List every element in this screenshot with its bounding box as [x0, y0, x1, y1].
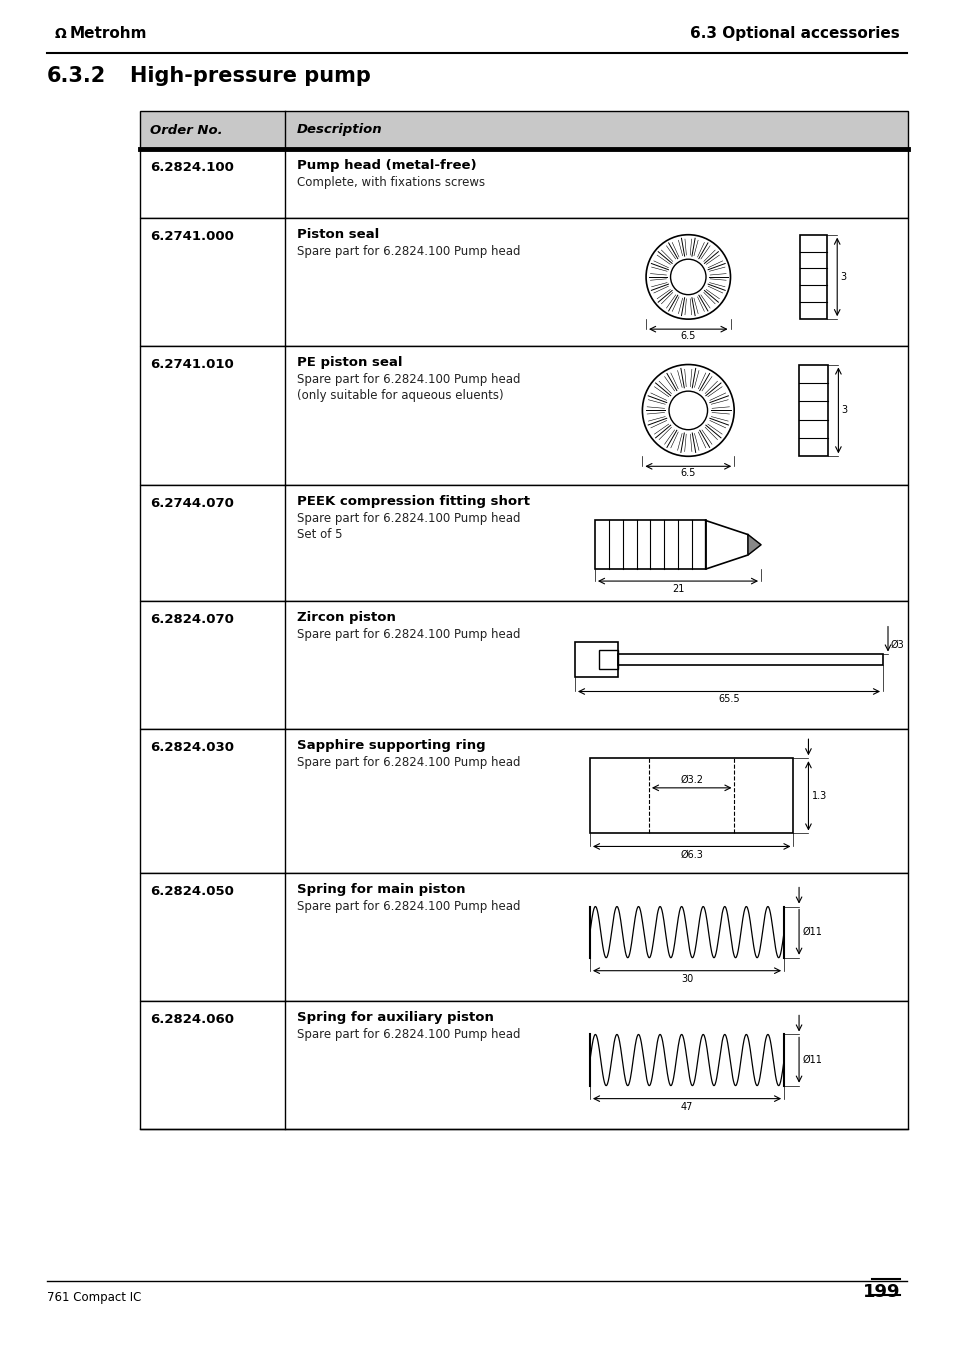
Bar	[140, 346, 907, 485]
Text: Zircon piston: Zircon piston	[296, 611, 395, 624]
Text: Pump head (metal-free): Pump head (metal-free)	[296, 159, 476, 172]
Text: 6.2824.070: 6.2824.070	[150, 612, 233, 626]
Text: Spare part for 6.2824.100 Pump head: Spare part for 6.2824.100 Pump head	[296, 755, 520, 769]
Bar	[799, 235, 826, 319]
Text: 6.2741.000: 6.2741.000	[150, 230, 233, 243]
Bar	[140, 218, 907, 346]
Text: 3: 3	[841, 405, 846, 415]
Bar	[595, 520, 705, 569]
Circle shape	[670, 259, 705, 295]
Text: 199: 199	[862, 1283, 899, 1301]
Text: 6.2824.060: 6.2824.060	[150, 1013, 233, 1025]
Polygon shape	[747, 535, 760, 555]
Text: Spare part for 6.2824.100 Pump head: Spare part for 6.2824.100 Pump head	[296, 373, 520, 386]
Text: 6.2824.030: 6.2824.030	[150, 740, 233, 754]
Text: Piston seal: Piston seal	[296, 228, 379, 240]
Text: 6.2824.050: 6.2824.050	[150, 885, 233, 898]
Bar	[140, 149, 907, 218]
Text: Spare part for 6.2824.100 Pump head: Spare part for 6.2824.100 Pump head	[296, 1028, 520, 1042]
Bar	[140, 873, 907, 1001]
Text: Metrohm: Metrohm	[70, 26, 148, 41]
Text: Order No.: Order No.	[150, 123, 222, 136]
Text: Spare part for 6.2824.100 Pump head: Spare part for 6.2824.100 Pump head	[296, 628, 520, 640]
Text: 761 Compact IC: 761 Compact IC	[47, 1292, 141, 1304]
Text: Ø11: Ø11	[802, 1055, 822, 1065]
Text: Spare part for 6.2824.100 Pump head: Spare part for 6.2824.100 Pump head	[296, 245, 520, 258]
Text: Ø3: Ø3	[890, 639, 903, 650]
Text: 6.5: 6.5	[679, 331, 696, 342]
Bar	[618, 654, 882, 665]
Bar	[589, 758, 793, 834]
Text: Ø3.2: Ø3.2	[679, 775, 702, 785]
Text: 21: 21	[671, 584, 683, 594]
Text: Sapphire supporting ring: Sapphire supporting ring	[296, 739, 485, 751]
Text: Spring for main piston: Spring for main piston	[296, 884, 465, 896]
Text: Complete, with fixations screws: Complete, with fixations screws	[296, 176, 485, 189]
Text: Description: Description	[296, 123, 382, 136]
Text: 6.3.2: 6.3.2	[47, 66, 106, 86]
Text: High-pressure pump: High-pressure pump	[130, 66, 371, 86]
Text: 6.2744.070: 6.2744.070	[150, 497, 233, 509]
Text: 6.3 Optional accessories: 6.3 Optional accessories	[690, 26, 899, 41]
Text: Ø11: Ø11	[802, 927, 822, 938]
Text: PEEK compression fitting short: PEEK compression fitting short	[296, 494, 530, 508]
Text: Set of 5: Set of 5	[296, 528, 342, 540]
Text: 30: 30	[680, 974, 693, 984]
Text: Spring for auxiliary piston: Spring for auxiliary piston	[296, 1011, 494, 1024]
Bar	[575, 642, 618, 677]
Bar	[598, 650, 618, 670]
Bar	[140, 1001, 907, 1129]
Bar	[798, 365, 827, 457]
Text: 6.2741.010: 6.2741.010	[150, 358, 233, 372]
Text: 3: 3	[840, 272, 845, 282]
Text: Spare part for 6.2824.100 Pump head: Spare part for 6.2824.100 Pump head	[296, 512, 520, 526]
Text: PE piston seal: PE piston seal	[296, 355, 402, 369]
Text: 47: 47	[680, 1101, 693, 1112]
Text: 1.3: 1.3	[812, 790, 827, 801]
Text: Ω: Ω	[55, 27, 67, 41]
Text: Spare part for 6.2824.100 Pump head: Spare part for 6.2824.100 Pump head	[296, 900, 520, 913]
Text: 6.2824.100: 6.2824.100	[150, 161, 233, 174]
Text: (only suitable for aqueous eluents): (only suitable for aqueous eluents)	[296, 389, 503, 401]
Bar	[140, 111, 907, 149]
Bar	[140, 601, 907, 728]
Text: Ø6.3: Ø6.3	[679, 850, 702, 859]
Text: 6.5: 6.5	[679, 469, 696, 478]
Text: 65.5: 65.5	[718, 694, 739, 704]
Bar	[140, 728, 907, 873]
Circle shape	[668, 392, 707, 430]
Bar	[140, 485, 907, 601]
